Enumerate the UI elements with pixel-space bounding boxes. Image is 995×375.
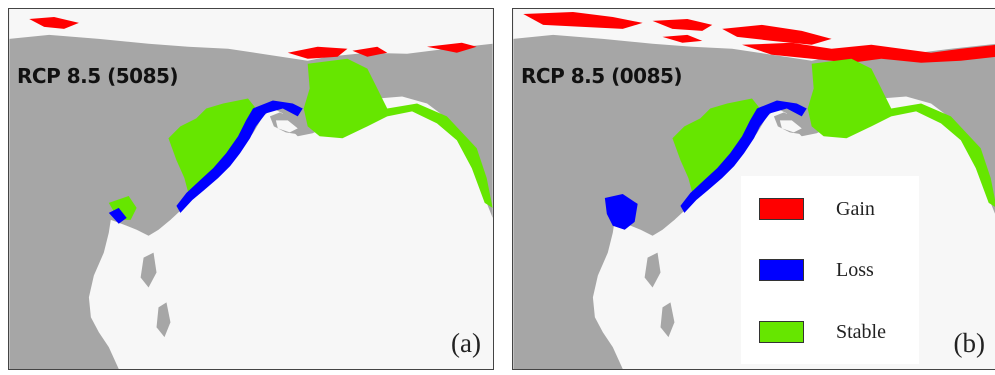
stable-areas-b: [672, 58, 995, 207]
map-b-svg: [513, 9, 995, 369]
legend-label-gain: Gain: [836, 197, 875, 220]
panel-label-a: (a): [451, 328, 481, 358]
loss-swatch: [759, 259, 804, 281]
map-panel-b: RCP 8.5 (0085) Gain Loss Stable (b): [512, 8, 995, 370]
loss-areas-b: [604, 100, 807, 230]
legend-item-stable: Stable: [759, 321, 886, 343]
land-a: [9, 9, 493, 369]
map-a-svg: [9, 9, 493, 369]
scenario-title-a: RCP 8.5 (5085): [17, 64, 179, 88]
legend-item-gain: Gain: [759, 198, 875, 220]
panel-label-b: (b): [953, 328, 985, 358]
gain-swatch: [759, 198, 804, 220]
legend-item-loss: Loss: [759, 259, 874, 281]
legend: Gain Loss Stable: [741, 176, 919, 364]
loss-areas-a: [108, 100, 303, 224]
legend-label-loss: Loss: [836, 258, 874, 281]
legend-label-stable: Stable: [836, 320, 886, 343]
scenario-title-b: RCP 8.5 (0085): [521, 64, 683, 88]
gain-areas-b: [523, 11, 995, 63]
stable-swatch: [759, 321, 804, 343]
map-panel-a: RCP 8.5 (5085) (a): [8, 8, 494, 370]
